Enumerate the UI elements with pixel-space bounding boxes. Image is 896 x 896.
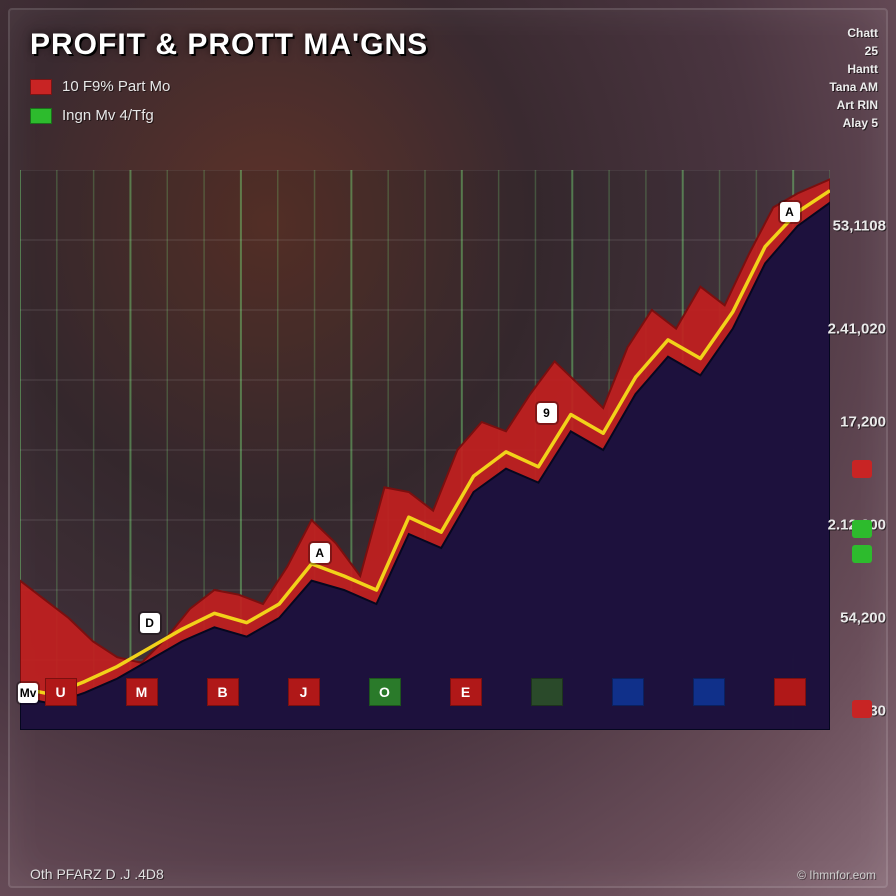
x-axis-boxes: UMBJOE	[20, 678, 830, 706]
legend-swatch	[30, 79, 52, 95]
side-indicator-icon	[852, 700, 872, 718]
point-marker: D	[140, 613, 160, 633]
y-tick-label: 53,1108	[833, 218, 886, 235]
top-right-label: Art RIN	[837, 98, 878, 112]
legend: 10 F9% Part Mo Ingn Mv 4/Tfg	[30, 78, 170, 124]
profit-chart	[20, 170, 830, 730]
side-indicator-icon	[852, 520, 872, 538]
top-right-annotations: Chatt 25 Hantt Tana AM Art RIN Alay 5	[829, 26, 878, 130]
x-axis-box: J	[288, 678, 320, 706]
top-right-label: Hantt	[847, 62, 878, 76]
top-right-label: Chatt	[847, 26, 878, 40]
footer-text: Oth PFARZ D .J .4D8	[30, 866, 164, 882]
x-axis-box	[774, 678, 806, 706]
point-marker: A	[310, 543, 330, 563]
x-axis-box	[531, 678, 563, 706]
x-axis-box: U	[45, 678, 77, 706]
x-axis-box: B	[207, 678, 239, 706]
x-axis-box: E	[450, 678, 482, 706]
side-indicator-icon	[852, 545, 872, 563]
x-axis-box: M	[126, 678, 158, 706]
point-marker: A	[780, 202, 800, 222]
x-axis-box: O	[369, 678, 401, 706]
top-right-label: 25	[865, 44, 878, 58]
legend-swatch	[30, 108, 52, 124]
y-tick-label: 54,200	[840, 610, 886, 627]
legend-label: 10 F9% Part Mo	[62, 78, 170, 95]
x-axis-box	[693, 678, 725, 706]
legend-label: Ingn Mv 4/Tfg	[62, 107, 154, 124]
point-marker: 9	[537, 403, 557, 423]
y-tick-label: 2.41,020	[828, 320, 886, 337]
x-axis-box	[612, 678, 644, 706]
legend-item: Ingn Mv 4/Tfg	[30, 107, 170, 124]
side-indicator-icon	[852, 460, 872, 478]
copyright: © Ihmnfor.eom	[797, 868, 876, 882]
y-tick-label: 17,200	[840, 414, 886, 431]
top-right-label: Alay 5	[843, 116, 878, 130]
top-right-label: Tana AM	[829, 80, 878, 94]
legend-item: 10 F9% Part Mo	[30, 78, 170, 95]
chart-title: PROFIT & PROTT MA'GNS	[30, 28, 428, 62]
